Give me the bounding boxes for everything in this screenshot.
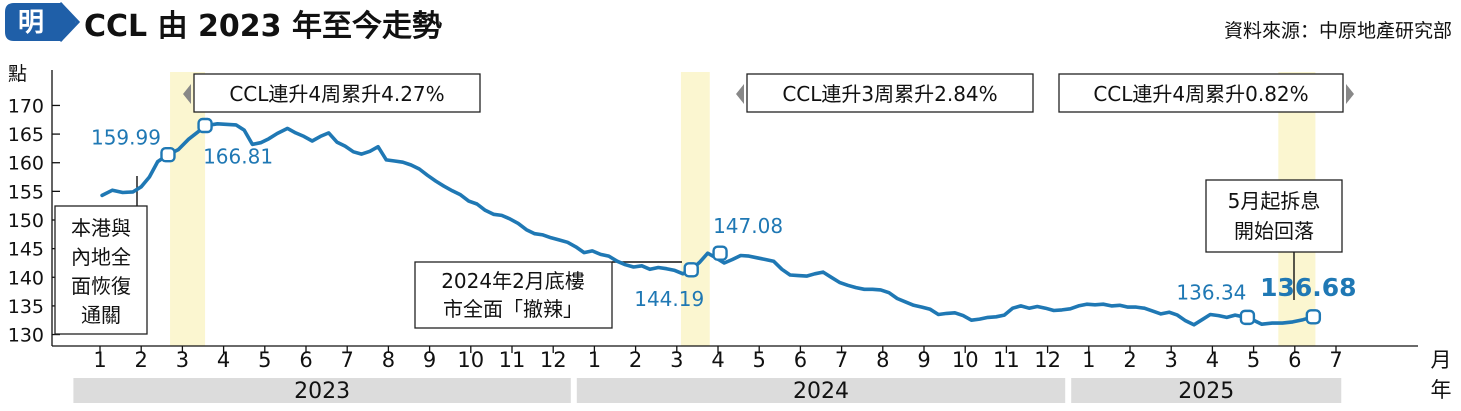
annotation-text: 內地全 [71,245,131,269]
annotation-box-3: CCL連升4周累升0.82% [1058,73,1354,113]
x-tick-label: 3 [670,348,683,372]
x-tick-label: 6 [299,348,312,372]
annotation-box-6: 5月起拆息 開始回落 [1205,179,1343,253]
header: 明 CCL 由 2023 年至今走勢 資料來源：中原地產研究部 [5,1,1452,44]
point-markers: 159.99 166.81 144.19 147.08 136.34 136.68 [91,117,1357,326]
x-unit-month: 月 [1431,348,1452,372]
x-tick-label: 4 [1206,348,1219,372]
x-tick-label: 12 [540,348,567,372]
x-tick-label: 8 [876,348,889,372]
annotation-text: 開始回落 [1234,219,1314,243]
x-tick-label: 6 [1288,348,1301,372]
logo-badge-icon [5,3,76,41]
x-tick-label: 8 [382,348,395,372]
x-tick-label: 5 [258,348,271,372]
x-tick-label: 2 [135,348,148,372]
annotation-text: 市全面「撤辣」 [443,297,583,321]
annotation-text: CCL連升3周累升2.84% [782,82,997,106]
annotation-box-1: CCL連升4周累升4.27% [183,73,481,113]
x-tick-label: 1 [588,348,601,372]
x-tick-label: 1 [1082,348,1095,372]
year-bar: 2023 2024 2025 [73,378,1342,404]
x-tick-label: 10 [952,348,979,372]
arrow-right-icon [1346,84,1354,104]
highlight-band [170,72,206,346]
x-tick-label: 3 [176,348,189,372]
y-tick-label: 160 [8,153,44,175]
annotation-text: 面恢復 [71,274,131,298]
point-marker [197,117,213,134]
point-marker [712,245,728,261]
x-tick-label: 7 [1329,348,1342,372]
x-tick-label: 2 [629,348,642,372]
y-tick-label: 150 [8,210,44,232]
annotation-text: 本港與 [71,216,131,240]
point-label: 136.34 [1176,280,1246,304]
x-tick-label: 6 [794,348,807,372]
year-band [73,378,571,403]
annotation-box-2: CCL連升3周累升2.84% [736,73,1034,113]
point-marker [1239,309,1256,326]
point-label: 147.08 [713,214,783,238]
x-tick-label: 9 [917,348,930,372]
source-note: 資料來源：中原地產研究部 [1224,20,1452,42]
logo-char: 明 [18,8,44,38]
year-label: 2025 [1178,379,1234,404]
year-label: 2023 [294,379,350,404]
x-tick-label: 12 [1034,348,1061,372]
y-tick-label: 140 [8,267,44,289]
y-tick-label: 155 [8,181,44,203]
x-tick-label: 1 [93,348,106,372]
annotation-text: CCL連升4周累升4.27% [229,82,444,106]
y-tick-label: 170 [8,95,44,117]
highlight-bands [170,72,1316,346]
x-tick-label: 3 [1165,348,1178,372]
x-tick-label: 10 [457,348,484,372]
x-tick-label: 2 [1123,348,1136,372]
y-tick-label: 145 [8,239,44,261]
y-tick-label: 130 [8,325,44,347]
annotation-text: 2024年2月底樓 [441,269,585,293]
annotation-box-5: 2024年2月底樓 市全面「撤辣」 [414,261,613,329]
point-marker [160,147,176,163]
point-label: 144.19 [634,287,704,311]
x-tick-label: 4 [711,348,724,372]
x-tick-label: 7 [341,348,354,372]
y-unit-label: 點 [8,63,27,85]
x-unit-year: 年 [1431,378,1452,402]
x-tick-label: 7 [835,348,848,372]
year-band [576,378,1066,403]
logo-chevron-icon [58,1,81,43]
x-axis: 1 2 3 4 5 6 7 8 9 10 11 12 1 2 3 4 5 6 7 8 9 10 11 12 1 2 3 4 5 6 7 [52,345,1418,372]
year-band [1071,378,1342,403]
annotation-text: CCL連升4周累升0.82% [1093,82,1308,106]
point-marker [683,262,699,278]
annotation-text: 5月起拆息 [1228,189,1321,213]
highlight-band [680,72,710,346]
y-axis: 130 135 140 145 150 155 160 165 170 [8,70,60,347]
chart-title: CCL 由 2023 年至今走勢 [84,9,442,44]
x-tick-label: 4 [217,348,230,372]
x-tick-label: 5 [1247,348,1260,372]
year-label: 2024 [793,379,849,404]
y-tick-label: 135 [8,296,44,318]
x-tick-label: 9 [423,348,436,372]
annotation-text: 通關 [81,303,121,327]
arrow-left-icon [736,84,744,104]
x-tick-label: 11 [499,348,526,372]
x-tick-label: 5 [753,348,766,372]
x-tick-label: 11 [993,348,1020,372]
point-label: 166.81 [203,145,273,169]
arrow-left-icon [183,84,191,104]
annotation-box-4: 本港與 內地全 面恢復 通關 [54,205,148,335]
point-marker [1305,309,1322,325]
point-label: 159.99 [91,126,161,150]
y-tick-label: 165 [8,124,44,146]
point-label: 136.68 [1260,273,1356,302]
